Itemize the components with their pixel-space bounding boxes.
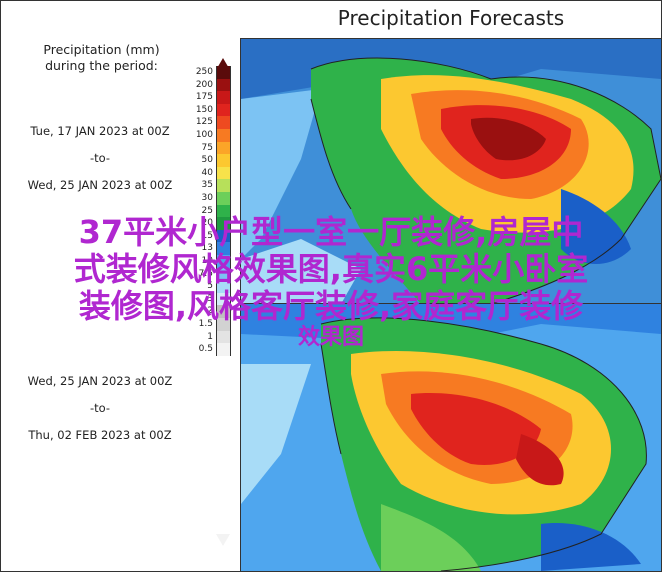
- scale-step: 5: [193, 280, 238, 293]
- period-1-label: Tue, 17 JAN 2023 at 00Z -to- Wed, 25 JAN…: [10, 118, 190, 199]
- color-scale: 250 200 175 150 125 100 75 50 40 35 30 25 20 15 13 10 7.…: [193, 66, 238, 548]
- scale-value-label: 50: [201, 155, 213, 166]
- scale-swatch: [216, 78, 231, 92]
- scale-swatch: [216, 292, 231, 306]
- watermark-line-4: 效果图: [297, 325, 364, 350]
- scale-value-label: 1.5: [198, 319, 213, 329]
- scale-step: 175: [193, 91, 238, 104]
- scale-swatch: [216, 343, 231, 356]
- scale-step: 100: [193, 129, 238, 142]
- scale-swatch: [216, 242, 231, 255]
- scale-value-label: 2: [207, 306, 213, 317]
- scale-step: 20: [193, 217, 238, 230]
- legend-heading-line1: Precipitation (mm): [43, 42, 160, 57]
- map-2-image: [241, 304, 661, 571]
- scale-step: 30: [193, 192, 238, 205]
- scale-swatch: [216, 229, 231, 243]
- scale-step: 10: [193, 255, 238, 268]
- scale-value-label: 125: [195, 117, 213, 128]
- scale-swatch: [216, 255, 231, 268]
- scale-value-label: 13: [201, 243, 213, 254]
- watermark-line-2: 式装修风格效果图,真实6平米小卧室: [73, 250, 589, 288]
- scale-step: 40: [193, 166, 238, 180]
- legend-heading-line2: during the period:: [45, 58, 158, 73]
- scale-step: 35: [193, 179, 238, 192]
- scale-step: 7.5: [193, 267, 238, 281]
- period-1-start: Tue, 17 JAN 2023 at 00Z: [30, 124, 170, 138]
- period-1-sep: -to-: [89, 151, 111, 165]
- scale-swatch: [216, 318, 231, 331]
- scale-step: 1: [193, 330, 238, 344]
- scale-swatch: [216, 192, 231, 205]
- figure-title: Precipitation Forecasts: [337, 6, 565, 30]
- scale-value-label: 20: [201, 218, 213, 229]
- scale-value-label: 150: [195, 104, 213, 115]
- scale-value-label: 5: [207, 281, 213, 292]
- scale-value-label: 7.5: [198, 268, 213, 279]
- scale-step: 125: [193, 116, 238, 129]
- scale-swatch: [216, 129, 231, 142]
- scale-step: 75: [193, 141, 238, 155]
- scale-step: 50: [193, 154, 238, 167]
- period-2-sep: -to-: [89, 401, 111, 415]
- legend-heading: Precipitation (mm) during the period:: [14, 42, 189, 74]
- watermark-overlay: 37平米小户型一室一厅装修,房屋中 式装修风格效果图,真实6平米小卧室 装修图,…: [0, 214, 662, 351]
- scale-step: 200: [193, 78, 238, 92]
- period-1-end: Wed, 25 JAN 2023 at 00Z: [27, 178, 173, 192]
- watermark-line-1: 37平米小户型一室一厅装修,房屋中: [78, 213, 584, 251]
- period-2-end: Thu, 02 FEB 2023 at 00Z: [28, 428, 172, 442]
- scale-swatch: [216, 204, 231, 218]
- scale-swatch: [216, 91, 231, 104]
- scale-step: 1.5: [193, 318, 238, 331]
- period-2-start: Wed, 25 JAN 2023 at 00Z: [27, 374, 173, 388]
- scale-step: 2: [193, 305, 238, 318]
- map-panel-2: [240, 303, 662, 572]
- map-1-image: [241, 39, 661, 304]
- scale-value-label: 35: [201, 180, 213, 191]
- watermark-line-3: 装修图,风格客厅装修,家庭客厅装修: [78, 287, 584, 325]
- scale-step: 250: [193, 66, 238, 79]
- scale-value-label: 25: [201, 205, 213, 216]
- scale-value-label: 3: [207, 293, 213, 304]
- scale-swatch: [216, 305, 231, 318]
- scale-value-label: 175: [195, 92, 213, 103]
- scale-swatch: [216, 166, 231, 180]
- scale-swatch: [216, 330, 231, 344]
- period-2-label: Wed, 25 JAN 2023 at 00Z -to- Thu, 02 FEB…: [10, 368, 190, 449]
- scale-min-arrow: [216, 534, 230, 546]
- scale-value-label: 30: [201, 193, 213, 203]
- scale-swatch: [216, 103, 231, 117]
- scale-value-label: 10: [201, 256, 213, 266]
- scale-swatch: [216, 179, 231, 192]
- scale-swatch: [216, 154, 231, 167]
- scale-value-label: 15: [201, 230, 213, 241]
- scale-step: 25: [193, 204, 238, 218]
- scale-swatch: [216, 217, 231, 230]
- scale-value-label: 200: [195, 79, 213, 90]
- scale-swatch: [216, 267, 231, 281]
- scale-swatch: [216, 141, 231, 155]
- scale-value-label: 40: [201, 167, 213, 178]
- scale-swatch: [216, 66, 231, 79]
- scale-value-label: 100: [195, 130, 213, 140]
- scale-value-label: 1: [207, 331, 213, 342]
- scale-value-label: 0.5: [198, 344, 213, 355]
- map-panel-1: [240, 38, 662, 305]
- scale-swatch: [216, 116, 231, 129]
- scale-value-label: 250: [195, 67, 213, 77]
- scale-step: 15: [193, 229, 238, 243]
- scale-step: 13: [193, 242, 238, 255]
- scale-step: 0.5: [193, 343, 238, 356]
- scale-step: 150: [193, 103, 238, 117]
- scale-value-label: 75: [201, 142, 213, 153]
- scale-swatch: [216, 280, 231, 293]
- scale-step: 3: [193, 292, 238, 306]
